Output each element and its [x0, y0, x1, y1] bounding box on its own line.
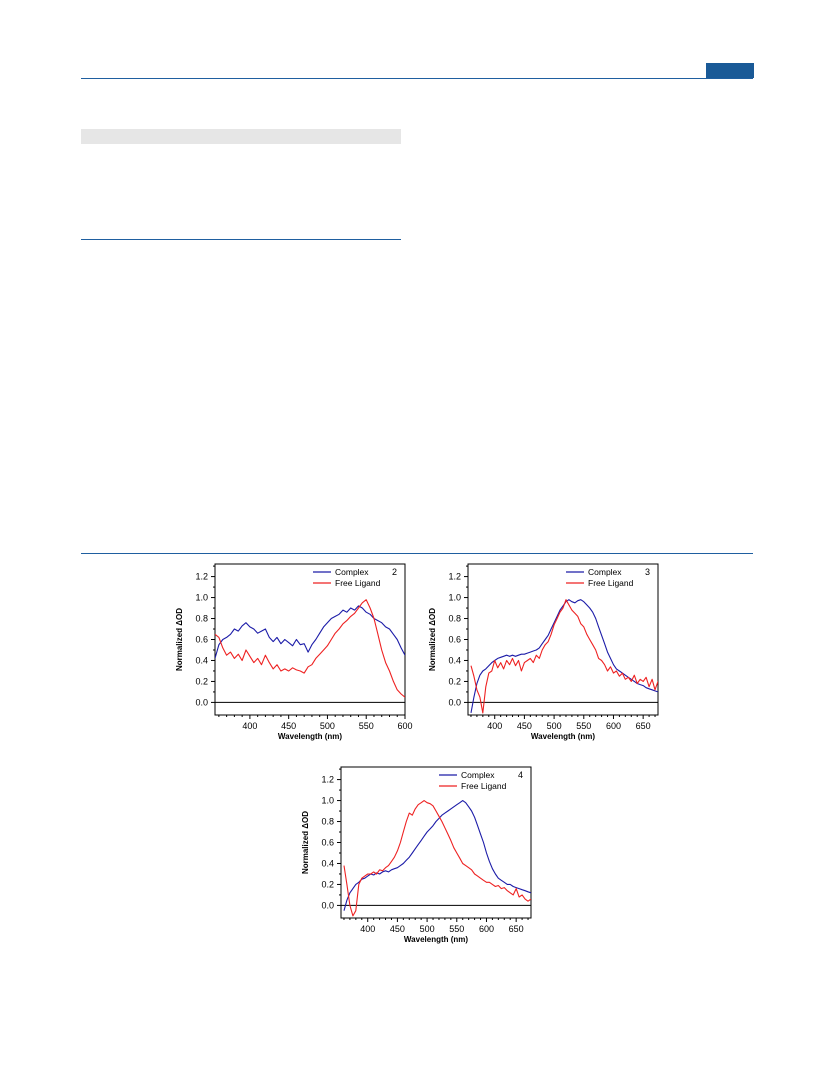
x-tick-label: 600	[606, 721, 621, 731]
panel-number: 2	[392, 567, 397, 577]
y-tick-label: 0.4	[321, 858, 334, 868]
x-tick-label: 500	[547, 721, 562, 731]
x-tick-label: 400	[487, 721, 502, 731]
y-tick-label: 0.8	[195, 614, 208, 624]
column-divider-rule	[81, 239, 401, 240]
y-tick-label: 1.0	[448, 593, 461, 603]
x-tick-label: 650	[636, 721, 651, 731]
x-tick-label: 500	[320, 721, 335, 731]
x-tick-label: 600	[397, 721, 412, 731]
legend-label: Free Ligand	[588, 578, 634, 588]
series-line-complex	[215, 605, 405, 659]
chart-panel-4: 0.0 0.2 0.4 0.6 0.8 1.0 1.2 400 450 500 550 600 650 W…	[301, 766, 532, 944]
figure-top-rule	[81, 553, 753, 554]
y-tick-label: 0.6	[448, 635, 461, 645]
panel-number: 4	[518, 770, 523, 780]
series-line-free-ligand	[343, 800, 531, 917]
y-axis-title: Normalized ΔOD	[175, 608, 184, 671]
x-tick-label: 450	[281, 721, 296, 731]
y-tick-label: 0.4	[448, 655, 461, 665]
panel-number: 3	[645, 567, 650, 577]
x-tick-label: 650	[509, 924, 524, 934]
series-line-complex	[343, 800, 531, 911]
legend-label: Complex	[335, 567, 369, 577]
y-tick-label: 0.0	[448, 697, 461, 707]
x-tick-label: 400	[360, 924, 375, 934]
y-tick-label: 0.6	[321, 838, 334, 848]
y-tick-label: 1.0	[195, 593, 208, 603]
x-tick-label: 400	[242, 721, 257, 731]
y-tick-label: 1.2	[448, 572, 461, 582]
legend-label: Free Ligand	[461, 781, 507, 791]
y-tick-label: 0.2	[321, 879, 334, 889]
y-tick-label: 0.8	[448, 614, 461, 624]
y-tick-label: 0.8	[321, 817, 334, 827]
x-tick-label: 550	[576, 721, 591, 731]
y-tick-label: 1.0	[321, 796, 334, 806]
header-rule	[81, 78, 753, 79]
series-line-free-ligand	[215, 599, 405, 698]
y-tick-label: 0.4	[195, 655, 208, 665]
chart-panel-2: 0.0 0.2 0.4 0.6 0.8 1.0 1.2 400 450 500 550 600 Wave…	[175, 563, 413, 741]
x-tick-label: 450	[390, 924, 405, 934]
y-tick-label: 1.2	[195, 572, 208, 582]
y-tick-label: 0.0	[195, 697, 208, 707]
y-axis-title: Normalized ΔOD	[301, 811, 310, 874]
y-tick-label: 1.2	[321, 775, 334, 785]
x-axis-title: Wavelength (nm)	[531, 732, 595, 741]
y-axis-title: Normalized ΔOD	[428, 608, 437, 671]
y-tick-label: 0.0	[321, 900, 334, 910]
legend-label: Free Ligand	[335, 578, 381, 588]
chart-panel-3: 0.0 0.2 0.4 0.6 0.8 1.0 1.2 400 450 500 550 600 650 W…	[428, 563, 659, 741]
legend-label: Complex	[588, 567, 622, 577]
x-tick-label: 500	[420, 924, 435, 934]
x-tick-label: 550	[449, 924, 464, 934]
y-tick-label: 0.2	[448, 676, 461, 686]
series-line-free-ligand	[470, 599, 658, 714]
x-tick-label: 550	[359, 721, 374, 731]
section-heading-bar	[81, 129, 401, 144]
y-tick-label: 0.2	[195, 676, 208, 686]
x-axis-title: Wavelength (nm)	[404, 935, 468, 944]
x-tick-label: 450	[517, 721, 532, 731]
header-tab	[706, 63, 754, 78]
x-tick-label: 600	[479, 924, 494, 934]
legend-label: Complex	[461, 770, 495, 780]
x-axis-title: Wavelength (nm)	[278, 732, 342, 741]
y-tick-label: 0.6	[195, 635, 208, 645]
series-line-complex	[470, 599, 658, 713]
